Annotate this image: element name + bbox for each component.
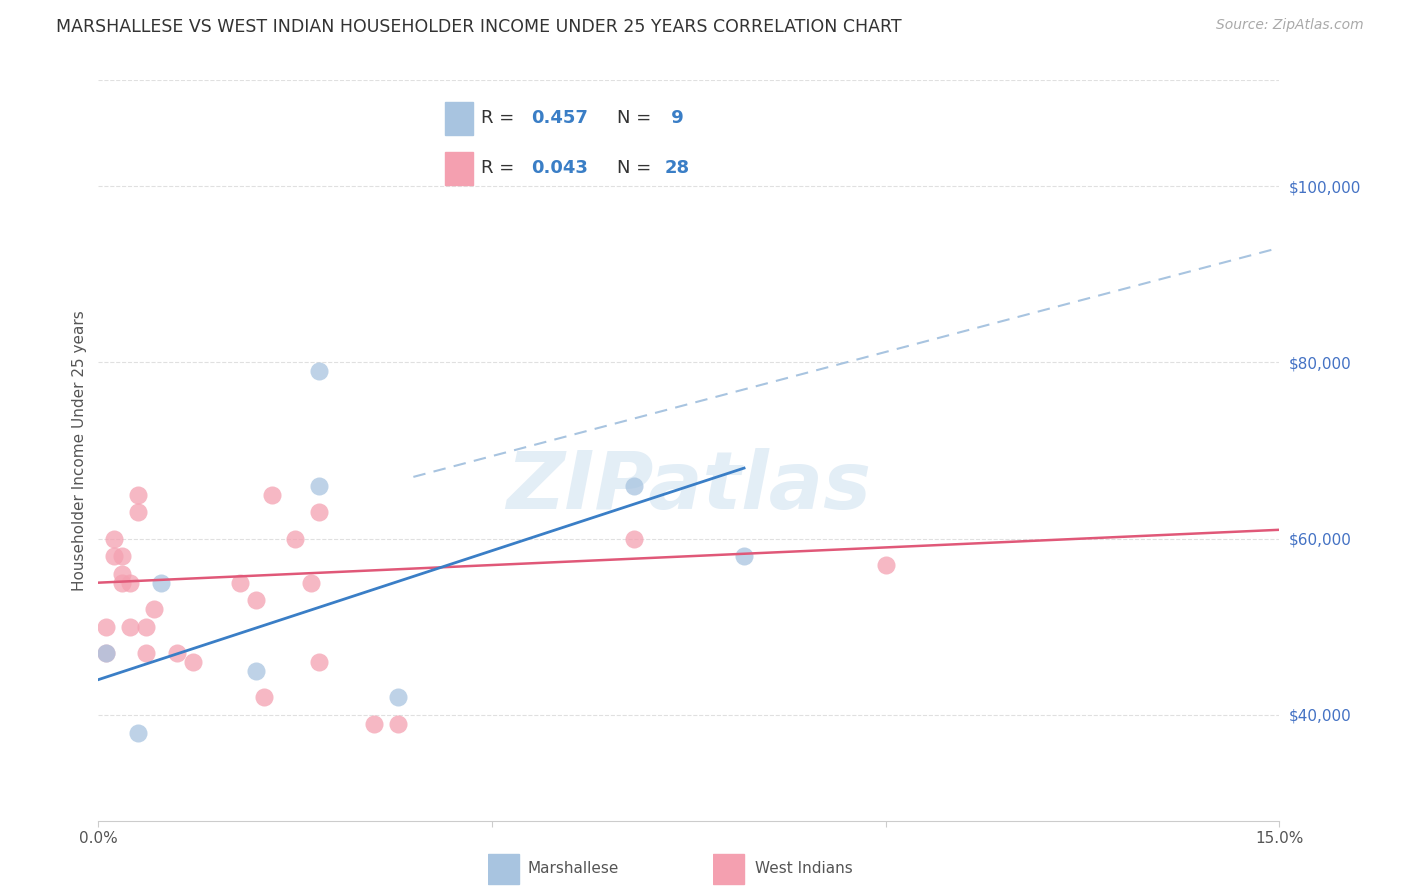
Point: [96, 646, 118, 660]
Point: [253, 690, 276, 705]
Point: [96, 646, 118, 660]
Point: [111, 549, 134, 564]
Text: ZIPatlas: ZIPatlas: [506, 449, 872, 526]
Point: [260, 487, 283, 501]
Point: [166, 646, 188, 660]
Point: [111, 566, 134, 581]
Point: [387, 716, 409, 731]
Point: [118, 575, 141, 590]
Point: [135, 620, 157, 634]
Point: [127, 725, 149, 739]
Point: [96, 620, 118, 634]
Point: [229, 575, 252, 590]
Point: [623, 479, 645, 493]
Point: [127, 505, 149, 519]
Point: [284, 532, 307, 546]
Point: [308, 505, 330, 519]
Point: [111, 575, 134, 590]
Point: [127, 487, 149, 501]
Point: [150, 575, 173, 590]
Point: [308, 364, 330, 378]
Point: [299, 575, 322, 590]
Point: [363, 716, 385, 731]
Point: [245, 593, 267, 607]
Point: [308, 655, 330, 669]
Point: [135, 646, 157, 660]
Text: Source: ZipAtlas.com: Source: ZipAtlas.com: [1216, 18, 1364, 32]
Point: [623, 532, 645, 546]
Point: [308, 479, 330, 493]
Point: [733, 549, 755, 564]
Point: [387, 690, 409, 705]
Text: MARSHALLESE VS WEST INDIAN HOUSEHOLDER INCOME UNDER 25 YEARS CORRELATION CHART: MARSHALLESE VS WEST INDIAN HOUSEHOLDER I…: [56, 18, 901, 36]
Point: [245, 664, 267, 678]
Point: [103, 549, 125, 564]
Point: [103, 532, 125, 546]
Point: [118, 620, 141, 634]
Point: [875, 558, 897, 572]
Point: [181, 655, 204, 669]
Y-axis label: Householder Income Under 25 years: Householder Income Under 25 years: [72, 310, 87, 591]
Point: [142, 602, 165, 616]
